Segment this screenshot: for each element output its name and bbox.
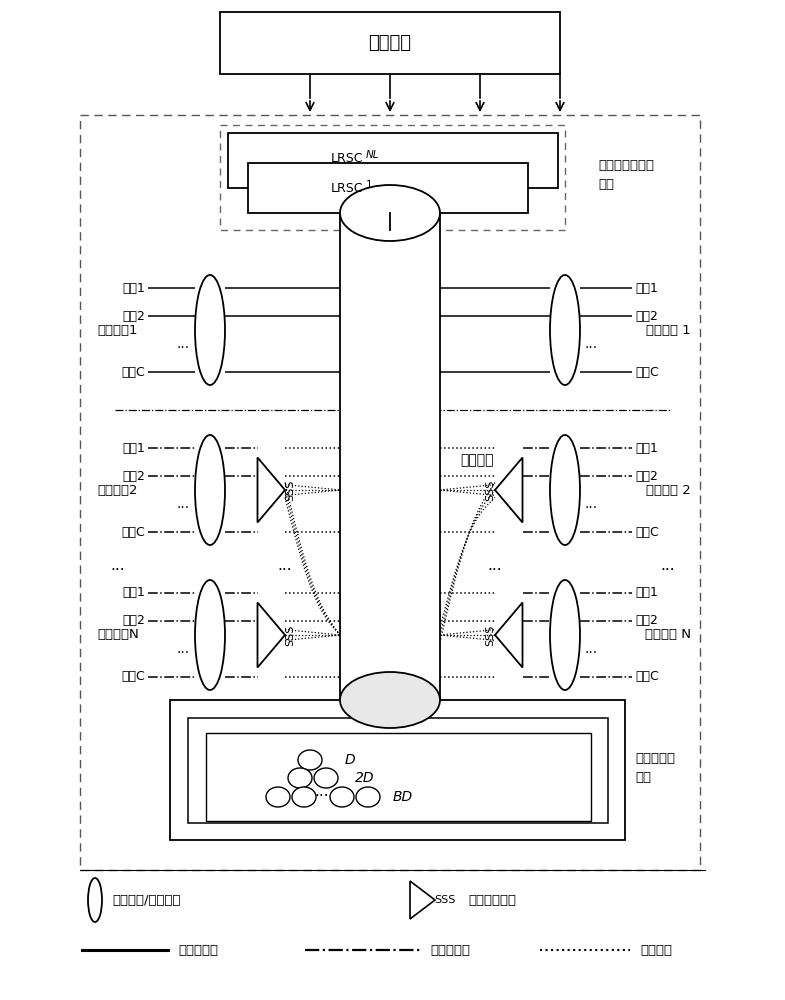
Text: ...: ... [177,642,190,656]
Ellipse shape [88,878,102,922]
Polygon shape [495,458,523,522]
Ellipse shape [195,580,225,690]
Text: SSS: SSS [285,624,295,646]
Polygon shape [257,602,285,668]
Text: 频谱选择开关: 频谱选择开关 [468,894,516,906]
Text: SSS: SSS [485,479,495,501]
Text: 纤芯C: 纤芯C [635,526,659,538]
Text: 纤芯1: 纤芯1 [635,282,658,294]
Text: 有限频谱转换器
模块: 有限频谱转换器 模块 [598,159,654,191]
Text: 控制模块: 控制模块 [368,34,411,52]
Text: 纤芯2: 纤芯2 [122,310,145,322]
Text: LRSC: LRSC [330,182,363,194]
Ellipse shape [340,185,440,241]
Text: SSS: SSS [434,895,455,905]
Text: 纤芯1: 纤芯1 [635,442,658,454]
Text: ...: ... [487,558,502,572]
Bar [248,163,528,213]
Ellipse shape [550,580,580,690]
Ellipse shape [340,672,440,728]
Text: 交换单元: 交换单元 [460,453,494,467]
Text: 纤芯C: 纤芯C [635,670,659,684]
Text: SSS: SSS [285,479,295,501]
Text: ...: ... [585,497,598,511]
Ellipse shape [195,435,225,545]
Text: 输出端口 2: 输出端口 2 [645,484,690,496]
Text: 纤芯2: 纤芯2 [635,470,658,483]
Text: D: D [345,753,356,767]
Polygon shape [257,458,285,522]
Text: LRSC: LRSC [330,151,363,164]
Text: 纤芯2: 纤芯2 [122,470,145,483]
Text: 输出端口 1: 输出端口 1 [645,324,690,336]
Text: 纤芯2: 纤芯2 [635,614,658,628]
Ellipse shape [195,275,225,385]
Text: 1: 1 [366,180,373,190]
Ellipse shape [292,787,316,807]
Text: ...: ... [585,642,598,656]
Text: ...: ... [661,558,675,572]
Text: 纤芯C: 纤芯C [121,526,145,538]
Ellipse shape [356,787,380,807]
Text: 输出端口 N: 输出端口 N [645,629,691,642]
Polygon shape [495,602,523,668]
Text: 纤芯C: 纤芯C [121,365,145,378]
Text: 整光纤交换: 整光纤交换 [178,944,218,956]
Text: BD: BD [393,790,413,804]
Bar [220,12,560,74]
Polygon shape [410,881,435,919]
Text: ...: ... [177,337,190,351]
Bar [188,718,608,823]
Ellipse shape [330,787,354,807]
Bar [228,133,558,188]
Text: NL: NL [366,150,379,160]
Text: 纤芯C: 纤芯C [121,670,145,684]
Text: 纤芯1: 纤芯1 [122,442,145,454]
Text: 输入端口N: 输入端口N [97,629,139,642]
Text: ...: ... [585,337,598,351]
Bar [206,733,591,821]
Text: SSS: SSS [485,624,495,646]
Ellipse shape [314,768,338,788]
Ellipse shape [550,435,580,545]
Text: 整纤芯交换: 整纤芯交换 [430,944,470,956]
Text: 纤芯2: 纤芯2 [122,614,145,628]
Ellipse shape [550,275,580,385]
Text: ...: ... [278,558,292,572]
Text: 2D: 2D [355,771,374,785]
Text: 纤芯C: 纤芯C [635,365,659,378]
Text: 频谱交换: 频谱交换 [640,944,672,956]
Text: 纤芯1: 纤芯1 [122,282,145,294]
Bar [220,125,565,230]
Bar [80,115,700,870]
Text: ...: ... [177,497,190,511]
Bar [340,213,440,700]
Text: 纤芯1: 纤芯1 [122,586,145,599]
Text: 光纤延迟线
模块: 光纤延迟线 模块 [635,752,675,784]
Text: 空分复用/解复用器: 空分复用/解复用器 [112,894,181,906]
Text: 纤芯1: 纤芯1 [635,586,658,599]
Text: 输入端口2: 输入端口2 [98,484,138,496]
Text: ...: ... [111,558,126,572]
Text: 输入端口1: 输入端口1 [98,324,138,336]
Ellipse shape [298,750,322,770]
Text: ···: ··· [315,790,330,804]
Text: 纤芯2: 纤芯2 [635,310,658,322]
Bar [170,700,625,840]
Ellipse shape [288,768,312,788]
Ellipse shape [266,787,290,807]
